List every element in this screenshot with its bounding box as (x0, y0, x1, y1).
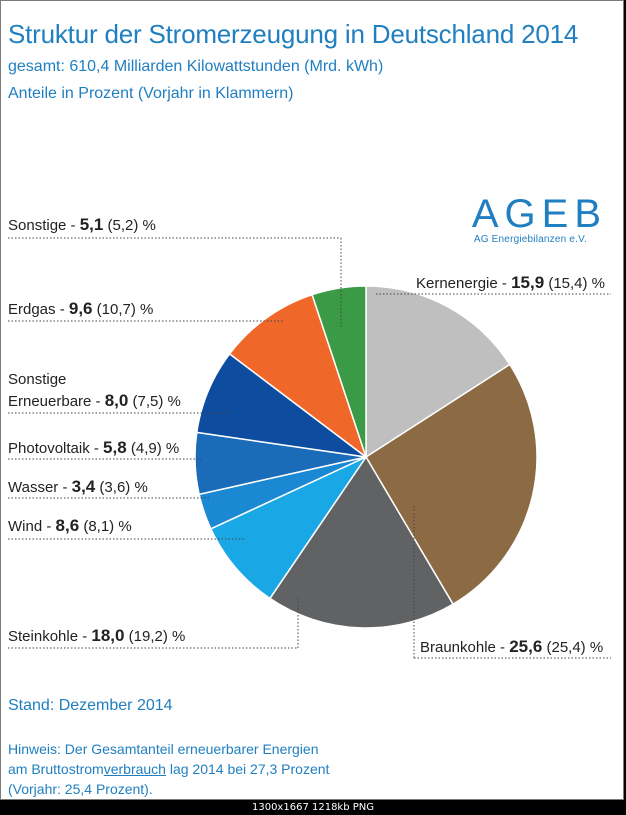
label-wind: Wind - 8,6 (8,1) % (8, 516, 132, 535)
label-name-line1-sonstige-erneuerbare: Sonstige (8, 371, 66, 388)
prev-value-sonstige: (5,2) % (103, 217, 156, 234)
value-erdgas: 9,6 (69, 299, 93, 318)
prev-value-braunkohle: (25,4) % (542, 639, 603, 656)
label-sonstige-erneuerbare: Erneuerbare - 8,0 (7,5) % (8, 391, 181, 410)
pie-slice-steinkohle (268, 455, 455, 629)
pie-slice-kernenergie (365, 285, 511, 459)
chart-subtitle-shares: Anteile in Prozent (Vorjahr in Klammern) (8, 85, 294, 102)
label-photovoltaik: Photovoltaik - 5,8 (4,9) % (8, 438, 179, 457)
label-braunkohle: Braunkohle - 25,6 (25,4) % (420, 637, 603, 656)
pie-chart: Kernenergie - 15,9 (15,4) % Braunkohle - … (8, 215, 611, 659)
value-sonstige-erneuerbare: 8,0 (105, 391, 129, 410)
prev-value-wasser: (3,6) % (95, 479, 148, 496)
chart-frame: Struktur der Stromerzeugung in Deutschla… (0, 0, 624, 800)
logo-text: AGEB (471, 192, 607, 236)
pie-slice-wind (209, 455, 369, 600)
prev-value-photovoltaik: (4,9) % (127, 440, 180, 457)
value-sonstige: 5,1 (80, 215, 104, 234)
prev-value-kernenergie: (15,4) % (544, 275, 605, 292)
value-wasser: 3,4 (72, 477, 96, 496)
value-wind: 8,6 (56, 516, 80, 535)
stand-date: Stand: Dezember 2014 (8, 697, 173, 714)
value-photovoltaik: 5,8 (103, 438, 127, 457)
label-erdgas: Erdgas - 9,6 (10,7) % (8, 299, 153, 318)
label-kernenergie: Kernenergie - 15,9 (15,4) % (416, 273, 605, 292)
prev-value-steinkohle: (19,2) % (124, 628, 185, 645)
hint-line-2: am Bruttostromverbrauch lag 2014 bei 27,… (8, 761, 330, 777)
value-braunkohle: 25,6 (509, 637, 542, 656)
hint-line-3: (Vorjahr: 25,4 Prozent). (8, 781, 153, 797)
value-steinkohle: 18,0 (91, 626, 124, 645)
chart-subtitle-total: gesamt: 610,4 Milliarden Kilowattstunden… (8, 58, 384, 75)
label-steinkohle: Steinkohle - 18,0 (19,2) % (8, 626, 185, 645)
label-wasser: Wasser - 3,4 (3,6) % (8, 477, 148, 496)
label-sonstige: Sonstige - 5,1 (5,2) % (8, 215, 156, 234)
prev-value-sonstige-erneuerbare: (7,5) % (128, 393, 181, 410)
value-kernenergie: 15,9 (511, 273, 544, 292)
renewables-hint: Hinweis: Der Gesamtanteil erneuerbarer E… (8, 739, 368, 799)
logo-subtext: AG Energiebilanzen e.V. (473, 234, 588, 245)
ageb-logo: AGEB AG Energiebilanzen e.V. (472, 194, 607, 245)
pie-slice-erdgas (228, 293, 368, 460)
pie-slice-sonstige (311, 285, 367, 458)
chart-title: Struktur der Stromerzeugung in Deutschla… (8, 19, 579, 49)
prev-value-erdgas: (10,7) % (93, 301, 154, 318)
image-info-bar: 1300x1667 1218kb PNG (0, 800, 626, 815)
hint-line-1: Hinweis: Der Gesamtanteil erneuerbarer E… (8, 741, 319, 757)
pie-slice-braunkohle (364, 363, 538, 606)
prev-value-wind: (8,1) % (79, 518, 132, 535)
